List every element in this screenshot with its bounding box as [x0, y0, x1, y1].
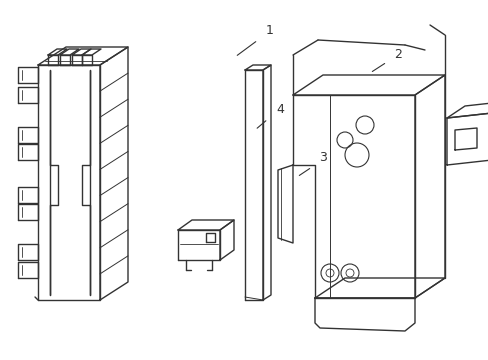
Text: 2: 2 [393, 49, 401, 62]
Text: 4: 4 [276, 104, 284, 117]
Text: 1: 1 [265, 23, 273, 36]
Text: 3: 3 [318, 152, 326, 165]
